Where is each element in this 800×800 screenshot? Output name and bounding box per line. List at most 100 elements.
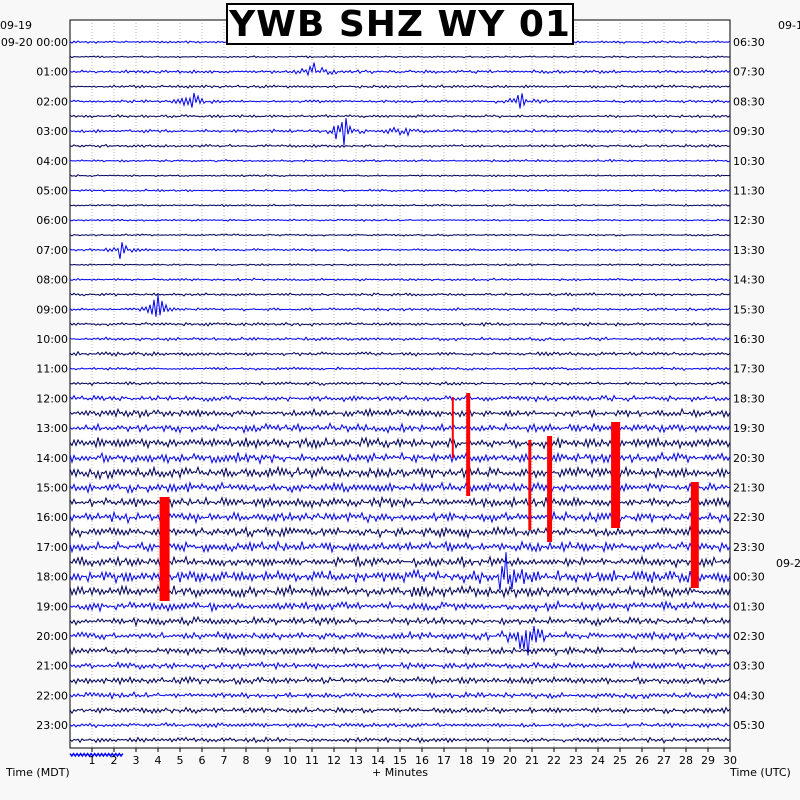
trace-row	[69, 626, 731, 656]
left-hour-label: 23:00	[36, 719, 68, 732]
left-axis-label: Time (MDT)	[6, 766, 70, 779]
right-hour-label: 17:30	[733, 363, 765, 376]
trace-row	[69, 706, 731, 715]
trace-row	[69, 407, 731, 419]
trace-row	[69, 660, 731, 671]
right-hour-label: 01:30	[733, 600, 765, 613]
right-hour-label: 22:30	[733, 511, 765, 524]
chart-title: YWB SHZ WY 01	[226, 3, 574, 45]
right-hour-label: 16:30	[733, 333, 765, 346]
trace-row	[69, 117, 731, 146]
right-hour-label: 04:30	[733, 689, 765, 702]
x-tick-label: 20	[503, 754, 517, 767]
trace-row	[69, 188, 731, 193]
clip-marker	[466, 393, 471, 496]
right-hour-label: 02:30	[733, 630, 765, 643]
left-hour-label: 06:00	[36, 214, 68, 227]
left-hour-label: 12:00	[36, 392, 68, 405]
right-hour-label: 11:30	[733, 185, 765, 198]
x-tick-label: 10	[283, 754, 297, 767]
trace-row	[69, 321, 731, 327]
right-hour-label: 12:30	[733, 214, 765, 227]
left-hour-label: 01:00	[36, 66, 68, 79]
trace-row	[69, 599, 731, 614]
right-axis-label: Time (UTC)	[730, 766, 791, 779]
left-hour-label: 09-20 00:00	[1, 36, 68, 49]
left-hour-label: 09:00	[36, 303, 68, 316]
trace-row	[69, 62, 731, 77]
right-hour-label: 08:30	[733, 95, 765, 108]
right-hour-label: 00:30	[733, 571, 765, 584]
trace-row	[69, 380, 731, 387]
left-hour-label: 14:00	[36, 452, 68, 465]
x-tick-label: 22	[547, 754, 561, 767]
trace-row	[69, 292, 731, 297]
left-hour-label: 03:00	[36, 125, 68, 138]
clip-marker	[528, 440, 532, 530]
x-tick-label: 16	[415, 754, 429, 767]
x-tick-label: 12	[327, 754, 341, 767]
trace-row	[69, 233, 731, 237]
trace-row	[69, 690, 731, 701]
right-hour-label: 05:30	[733, 719, 765, 732]
left-hour-label: 18:00	[36, 571, 68, 584]
x-tick-label: 27	[657, 754, 671, 767]
right-hour-label: 06:30	[733, 36, 765, 49]
right-hour-label: 09:30	[733, 125, 765, 138]
right-date-label-next: 09-2	[776, 557, 800, 570]
left-hour-label: 02:00	[36, 95, 68, 108]
x-tick-label: 1	[89, 754, 96, 767]
x-axis-ticks: 1 2 3 4 5 6 7 8 9 10 11 12 13 14 15 16 17 18 19 20 21 22 23 24 2…	[89, 748, 737, 767]
trace-row	[69, 263, 731, 267]
x-tick-label: 23	[569, 754, 583, 767]
x-tick-label: 14	[371, 754, 385, 767]
x-axis-label: + Minutes	[372, 766, 429, 779]
left-hour-label: 04:00	[36, 155, 68, 168]
x-tick-label: 11	[305, 754, 319, 767]
right-date-label-top: 09-19	[778, 19, 800, 32]
right-hour-label: 23:30	[733, 541, 765, 554]
left-hour-label: 08:00	[36, 274, 68, 287]
trace-row	[69, 645, 731, 657]
x-tick-label: 26	[635, 754, 649, 767]
trace-row	[69, 203, 731, 208]
left-hour-label: 19:00	[36, 600, 68, 613]
trace-row	[69, 84, 731, 89]
x-tick-label: 9	[265, 754, 272, 767]
trace-row	[69, 584, 731, 599]
x-tick-label: 24	[591, 754, 605, 767]
trace-row	[69, 524, 731, 540]
x-tick-label: 4	[155, 754, 162, 767]
x-tick-label: 25	[613, 754, 627, 767]
right-hour-label: 21:30	[733, 482, 765, 495]
trace-row	[69, 242, 731, 259]
x-tick-label: 3	[133, 754, 140, 767]
x-tick-label: 8	[243, 754, 250, 767]
x-tick-label: 19	[481, 754, 495, 767]
trace-row-current	[69, 752, 124, 758]
x-tick-label: 7	[221, 754, 228, 767]
trace-row	[69, 615, 731, 628]
right-hour-label: 18:30	[733, 392, 765, 405]
left-hour-label: 05:00	[36, 185, 68, 198]
trace-row	[69, 540, 731, 554]
right-hour-label: 15:30	[733, 303, 765, 316]
left-hour-label: 21:00	[36, 660, 68, 673]
trace-row	[69, 552, 731, 591]
left-hour-label: 22:00	[36, 689, 68, 702]
left-hour-label: 07:00	[36, 244, 68, 257]
trace-row	[69, 675, 731, 686]
left-hour-label: 10:00	[36, 333, 68, 346]
trace-row	[69, 92, 731, 109]
trace-row	[69, 173, 731, 178]
left-hour-label: 20:00	[36, 630, 68, 643]
trace-row	[69, 394, 731, 403]
x-tick-label: 6	[199, 754, 206, 767]
right-hour-label: 14:30	[733, 274, 765, 287]
trace-row	[69, 277, 731, 282]
trace-row	[69, 294, 731, 317]
trace-row	[69, 350, 731, 357]
right-hour-label: 20:30	[733, 452, 765, 465]
x-tick-label: 15	[393, 754, 407, 767]
